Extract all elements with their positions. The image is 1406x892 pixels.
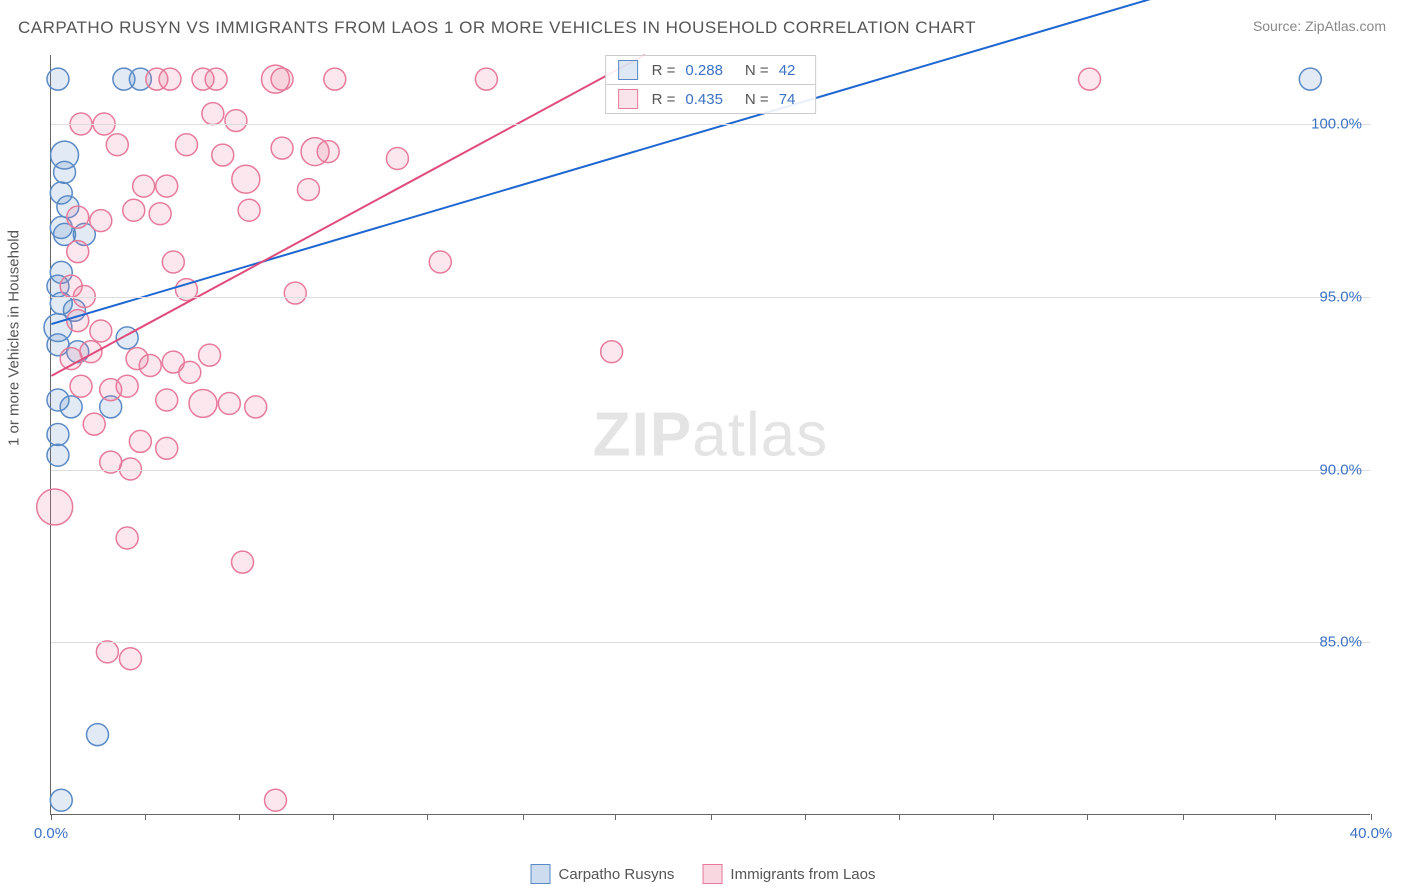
y-tick-label: 95.0% bbox=[1319, 288, 1362, 305]
x-tick-mark bbox=[1087, 814, 1088, 820]
y-tick-label: 85.0% bbox=[1319, 634, 1362, 651]
stats-row: R = 0.288 N = 42 bbox=[606, 56, 816, 84]
bottom-legend: Carpatho Rusyns Immigrants from Laos bbox=[531, 864, 876, 884]
x-tick-mark bbox=[1275, 814, 1276, 820]
x-tick-mark bbox=[711, 814, 712, 820]
stats-row: R = 0.435 N = 74 bbox=[606, 84, 816, 113]
legend-item[interactable]: Immigrants from Laos bbox=[702, 864, 875, 884]
stat-n-value: 74 bbox=[779, 91, 796, 108]
x-tick-mark bbox=[427, 814, 428, 820]
stat-r-value: 0.288 bbox=[685, 62, 723, 79]
x-tick-label: 0.0% bbox=[34, 825, 68, 842]
trend-line bbox=[51, 0, 1369, 324]
x-tick-mark bbox=[145, 814, 146, 820]
x-tick-mark bbox=[51, 814, 52, 820]
y-tick-label: 90.0% bbox=[1319, 461, 1362, 478]
stat-r-label: R = bbox=[652, 91, 676, 108]
x-tick-mark bbox=[615, 814, 616, 820]
stat-r-value: 0.435 bbox=[685, 91, 723, 108]
stat-n-label: N = bbox=[745, 62, 769, 79]
x-tick-mark bbox=[1183, 814, 1184, 820]
x-tick-mark bbox=[333, 814, 334, 820]
trend-lines-layer bbox=[51, 55, 1370, 814]
legend-swatch bbox=[531, 864, 551, 884]
x-tick-label: 40.0% bbox=[1350, 825, 1393, 842]
y-tick-label: 100.0% bbox=[1311, 116, 1362, 133]
gridline-horizontal bbox=[51, 642, 1370, 643]
source-label: Source: bbox=[1253, 18, 1301, 34]
legend-swatch bbox=[702, 864, 722, 884]
stat-r-label: R = bbox=[652, 62, 676, 79]
gridline-horizontal bbox=[51, 124, 1370, 125]
chart-plot-area: ZIPatlas R =0.288N =42R =0.435N =74 85.0… bbox=[50, 55, 1370, 815]
gridline-horizontal bbox=[51, 470, 1370, 471]
y-axis-title: 1 or more Vehicles in Household bbox=[6, 230, 23, 446]
source-attribution: Source: ZipAtlas.com bbox=[1253, 18, 1386, 34]
legend-item[interactable]: Carpatho Rusyns bbox=[531, 864, 675, 884]
series-swatch bbox=[618, 89, 638, 109]
x-tick-mark bbox=[899, 814, 900, 820]
legend-label: Immigrants from Laos bbox=[730, 866, 875, 883]
stat-n-label: N = bbox=[745, 91, 769, 108]
gridline-horizontal bbox=[51, 297, 1370, 298]
legend-label: Carpatho Rusyns bbox=[559, 866, 675, 883]
x-tick-mark bbox=[993, 814, 994, 820]
x-tick-mark bbox=[239, 814, 240, 820]
x-tick-mark bbox=[523, 814, 524, 820]
trend-line bbox=[51, 55, 644, 376]
x-tick-mark bbox=[1371, 814, 1372, 820]
stats-legend-box: R = 0.288 N = 42 R = 0.435 N = 74 bbox=[605, 55, 817, 114]
source-link[interactable]: ZipAtlas.com bbox=[1305, 18, 1386, 34]
chart-title: CARPATHO RUSYN VS IMMIGRANTS FROM LAOS 1… bbox=[18, 18, 976, 38]
x-tick-mark bbox=[805, 814, 806, 820]
stat-n-value: 42 bbox=[779, 62, 796, 79]
series-swatch bbox=[618, 60, 638, 80]
